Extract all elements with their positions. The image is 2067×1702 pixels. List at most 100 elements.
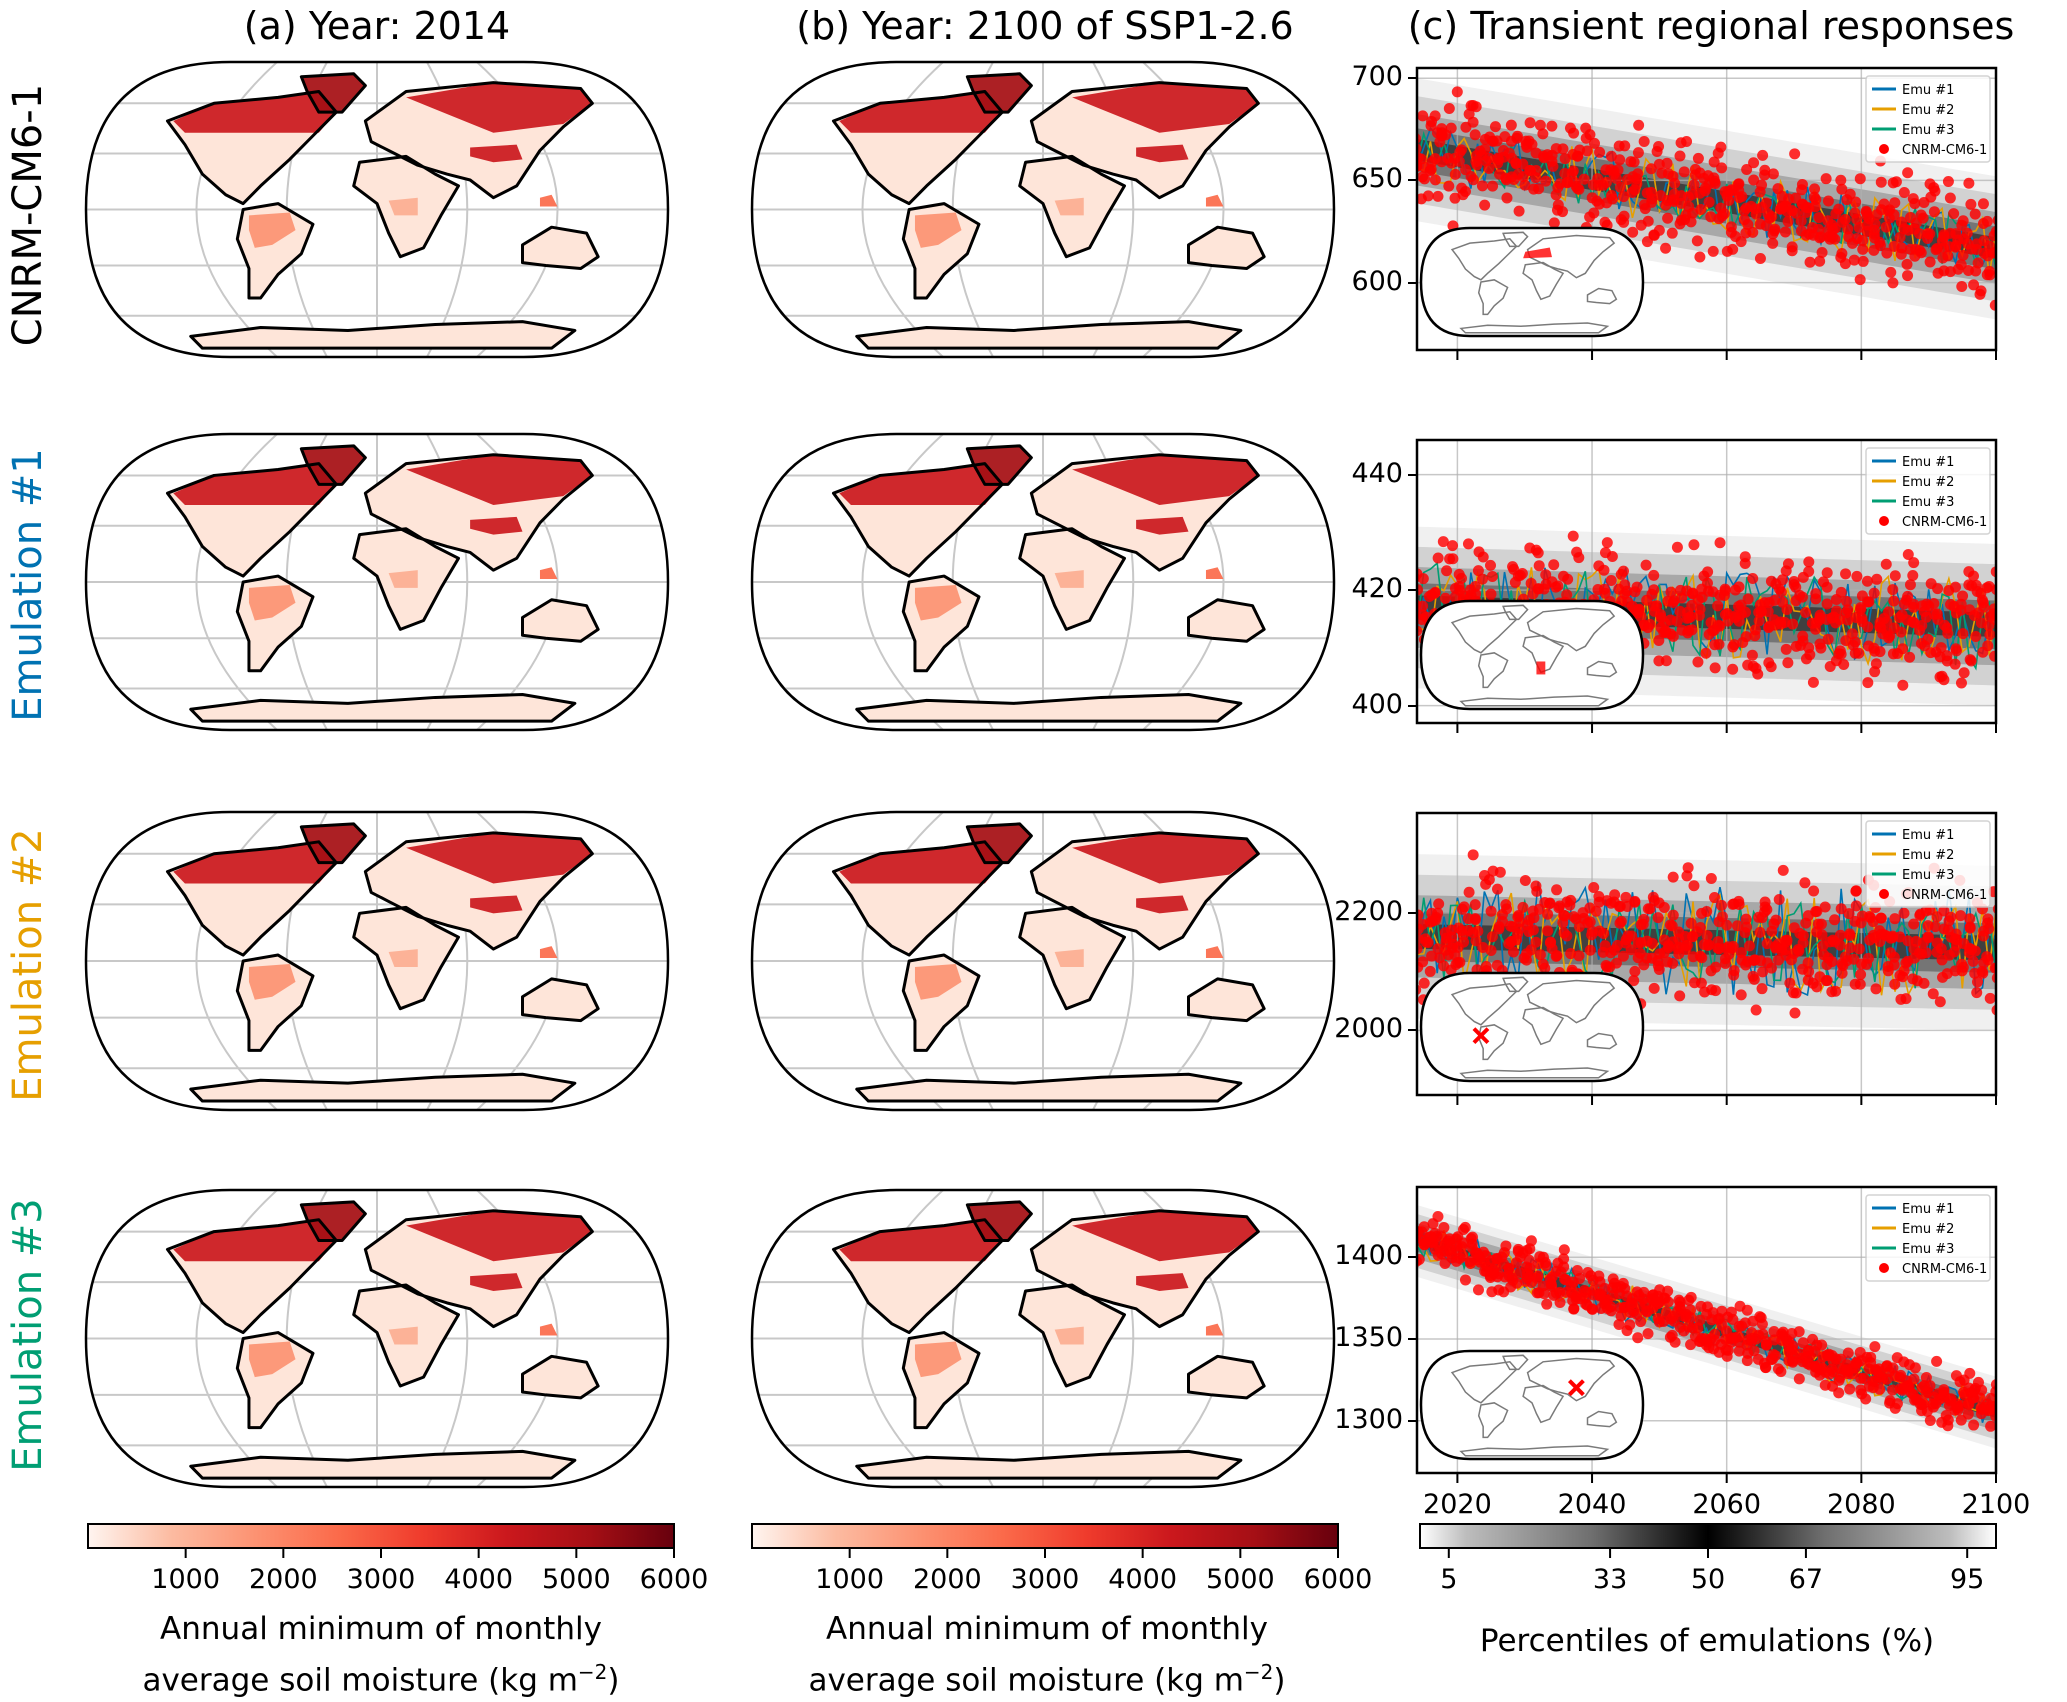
scatter-point [1838,659,1850,671]
scatter-point [1908,918,1920,930]
scatter-point [1695,203,1707,215]
scatter-point [1422,190,1434,202]
map-emulation-1-2100-ssp126 [750,432,1336,732]
coastline-southAmerica [235,953,315,1052]
percentile-colorbar-tick-label: 5 [1440,1564,1458,1595]
y-tick-label: 440 [1351,457,1403,489]
coastline-australia [521,1354,600,1400]
x-tick-label: 2040 [1557,1489,1627,1520]
scatter-point [1513,205,1525,217]
scatter-point [1853,647,1865,659]
scatter-point [1820,975,1832,987]
scatter-point [1667,957,1679,969]
inset-frame [1419,971,1645,1083]
legend-swatch-dot [1879,889,1889,899]
scatter-point [1924,256,1936,268]
scatter-point [1942,176,1954,188]
scatter-point [1644,903,1656,915]
scatter-point [1871,573,1883,585]
scatter-point [1512,928,1524,940]
scatter-point [1812,918,1824,930]
scatter-point [1889,197,1901,209]
scatter-point [1773,893,1785,905]
scatter-point [1881,247,1893,259]
colorbar-tick-label: 2000 [248,1564,318,1595]
legend-label: Emu #3 [1902,495,1954,510]
land-antarctica [190,321,575,349]
scatter-point [1664,919,1676,931]
scatter-point [1685,1304,1697,1316]
scatter-point [1417,625,1423,637]
legend-label: Emu #1 [1902,83,1954,98]
scatter-point [1607,1273,1619,1285]
scatter-point [1888,959,1900,971]
legend-swatch-dot [1879,144,1889,154]
scatter-point [1752,668,1764,680]
scatter-point [1875,176,1887,188]
scatter-point [1558,1244,1570,1256]
scatter-point [1728,965,1740,977]
scatter-point [1890,176,1902,188]
scatter-point [1685,1291,1697,1303]
x-tick-label: 2080 [1826,1489,1896,1520]
scatter-point [1507,561,1519,573]
scatter-point [1883,606,1895,618]
scatter-point [1661,157,1673,169]
coastline-greenland [299,1200,367,1242]
coastline-africa [1018,527,1126,631]
scatter-point [1494,866,1506,878]
scatter-point [1472,565,1484,577]
scatter-point [1977,198,1989,210]
scatter-point [1927,988,1939,1000]
scatter-point [1658,901,1670,913]
scatter-point [1614,181,1626,193]
scatter-point [1503,147,1515,159]
scatter-point [1558,1261,1570,1273]
soil-moisture-tibet [470,516,523,535]
scatter-point [1645,163,1657,175]
scatter-point [1579,1285,1591,1297]
scatter-point [1653,141,1665,153]
scatter-point [1955,604,1967,616]
scatter-point [1554,1297,1566,1309]
legend-swatch-dot [1879,516,1889,526]
scatter-point [1708,156,1720,168]
axes-frame [1415,811,1998,1097]
map-emulation-2-2014 [84,810,670,1112]
scatter-point [1524,117,1536,129]
scatter-point [1443,180,1455,192]
scatter-point [1788,576,1800,588]
scatter-point [1648,569,1660,581]
coastline-eurasia [363,831,594,951]
soil-moisture-congo [1054,570,1084,588]
scatter-point [1992,904,1996,915]
soil-moisture-tibet [1136,144,1189,163]
scatter-point [1944,192,1956,204]
coastline-antarctica [189,1072,577,1103]
scatter-point [1572,150,1584,162]
x-tick-label: 2060 [1692,1489,1762,1520]
scatter-point [1970,631,1982,643]
scatter-point [1709,892,1721,904]
scatter-point [1666,227,1678,239]
coastline-southAmerica [901,1331,981,1430]
scatter-point [1731,920,1743,932]
row-label-emulation-1: Emulation #1 [5,448,51,722]
scatter-point [1842,1347,1854,1359]
scatter-point [1523,914,1535,926]
scatter-point [1957,590,1969,602]
scatter-point [1803,566,1815,578]
scatter-point [1705,211,1717,223]
y-tick-label: 600 [1351,265,1403,297]
y-tick [1408,179,1417,182]
map-cnrm-2014 [84,60,670,359]
scatter-point [1743,940,1755,952]
scatter-point [1633,119,1645,131]
colorbar-a-label-end: ) [607,1662,620,1699]
scatter-point [1618,565,1630,577]
y-tick [1408,473,1417,476]
soil-moisture-highNA [839,91,1003,133]
scatter-point [1750,1004,1762,1016]
scatter-point [1688,179,1700,191]
scatter-point [1779,935,1791,947]
